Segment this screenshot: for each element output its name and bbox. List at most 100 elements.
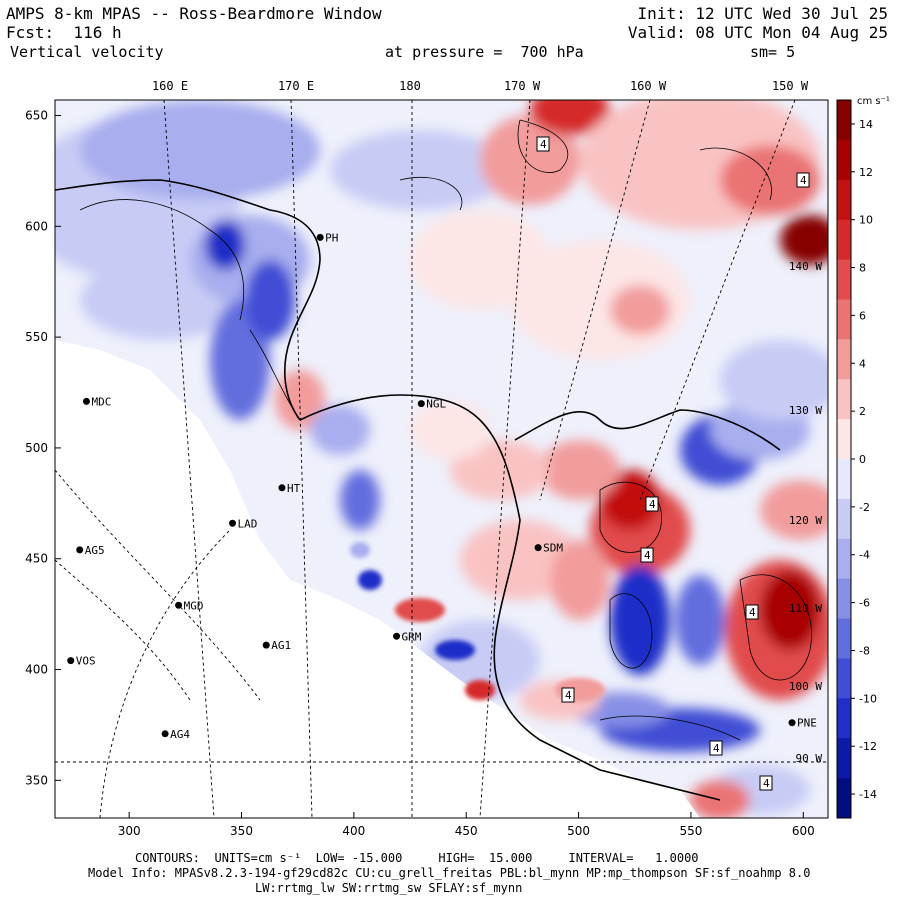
right-lon-label: 130 W [789,404,822,417]
forecast-hour: Fcst: 116 h [6,23,122,42]
colorbar-segment [837,618,851,659]
svg-text:4: 4 [649,498,656,511]
y-tick-label: 400 [25,663,48,677]
x-tick-label: 600 [792,824,815,838]
colorbar-segment [837,698,851,739]
colorbar-segment [837,419,851,460]
lon-label: 160 E [152,79,188,93]
colorbar-segment [837,778,851,819]
x-tick-label: 400 [342,824,365,838]
colorbar-tick-label: -6 [859,597,870,610]
colorbar-tick-label: -12 [859,740,877,753]
y-tick-label: 650 [25,109,48,123]
colorbar-segment [837,498,851,540]
lon-label: 170 E [278,79,314,93]
svg-text:4: 4 [749,606,756,619]
station-dot-ht [278,484,286,492]
no-data-region [55,340,700,818]
model-info-line2: LW:rrtmg_lw SW:rrtmg_sw SFLAY:sf_mynn [255,881,523,895]
vertical-velocity-map: 4 4 4 4 4 4 4 4 MDC NGL AG5 LAD SDM MGD AG1 GRM… [25,79,890,838]
station-dot-ngl [417,400,425,408]
lon-label: 160 W [630,79,667,93]
y-tick-label: 600 [25,219,48,233]
svg-text:4: 4 [713,742,720,755]
lon-label: 170 W [504,79,541,93]
colorbar-segment [837,259,851,300]
colorbar: 14 12 10 8 6 4 2 0 -2 -4 -6 -8 -10 -12 -14 cm s⁻¹ [836,96,890,819]
model-info: Model Info: MPASv8.2.3-194-gf29cd82c CU:… [88,866,811,880]
svg-text:4: 4 [565,689,572,702]
colorbar-segment [837,738,851,779]
graticule [55,100,828,818]
colorbar-segment [837,578,851,620]
station-dot-pne [788,719,796,727]
colorbar-segment [837,379,851,420]
station-markers: MDC NGL AG5 LAD SDM MGD AG1 GRM VOS AG4 PNE HT PH [67,231,817,741]
field-name: Vertical velocity [10,43,164,61]
svg-text:4: 4 [800,174,807,187]
contour-value-labels: 4 4 4 4 4 4 4 4 [536,136,810,791]
x-tick-label: 300 [118,824,141,838]
right-lon-label: 140 W [789,260,822,273]
init-time: Init: 12 UTC Wed 30 Jul 25 [637,4,888,23]
colorbar-tick-label: 12 [859,166,873,179]
colorbar-tick-label: 6 [859,309,866,322]
right-lon-label: 100 W [789,680,822,693]
colorbar-tick-label: -8 [859,644,870,657]
map-field: 4 4 4 4 4 4 4 4 MDC NGL AG5 LAD SDM MGD AG1 GRM… [55,100,828,818]
station-label-ag1: AG1 [271,639,291,652]
colorbar-tick-label: 10 [859,214,873,227]
colorbar-tick-label: -2 [859,501,870,514]
x-tick-label: 550 [679,824,702,838]
station-dot-ag4 [161,730,169,738]
colorbar-tick-label: 4 [859,357,866,370]
station-label-vos: VOS [76,655,96,668]
colorbar-units-label: cm s⁻¹ [857,96,890,107]
station-dot-lad [229,519,237,527]
station-dot-mgd [175,601,183,609]
station-dot-ag5 [76,546,84,554]
colorbar-tick-label: 2 [859,405,866,418]
x-tick-label: 450 [455,824,478,838]
coastline [55,179,781,801]
colorbar-tick-label: -10 [859,692,877,705]
station-label-lad: LAD [238,517,258,530]
station-dot-mdc [82,397,90,405]
station-dot-ph [316,233,324,241]
station-label-sdm: SDM [543,542,563,555]
smoothing-label: sm= 5 [750,43,796,61]
station-label-ph: PH [325,231,338,244]
colorbar-tick-label: 0 [859,453,866,466]
y-tick-label: 450 [25,552,48,566]
axes: 300 350 400 450 500 550 600 350 400 450 500 550 600 6… [25,79,822,838]
svg-text:4: 4 [763,777,770,790]
svg-text:4: 4 [540,138,547,151]
colorbar-segment [837,538,851,580]
valid-time: Valid: 08 UTC Mon 04 Aug 25 [627,23,888,42]
field-blobs [55,100,828,818]
colorbar-segment [837,339,851,380]
colorbar-segment [837,179,851,221]
station-label-ag5: AG5 [85,544,105,557]
colorbar-segment [837,100,851,141]
colorbar-segment [837,459,851,500]
contours-info: CONTOURS: UNITS=cm s⁻¹ LOW= -15.000 HIGH… [135,851,699,865]
right-lon-label: 90 W [796,752,823,765]
pressure-level: at pressure = 700 hPa [385,43,584,61]
station-dot-sdm [534,544,542,552]
model-title: AMPS 8-km MPAS -- Ross-Beardmore Window [6,4,382,23]
right-lon-label: 120 W [789,514,822,527]
station-label-ngl: NGL [426,398,446,411]
y-tick-label: 350 [25,773,48,787]
station-dot-vos [67,657,75,665]
lon-label: 180 [399,79,421,93]
station-label-mdc: MDC [91,395,111,408]
station-label-ht: HT [287,482,301,495]
station-label-pne: PNE [797,717,817,730]
station-label-grm: GRM [402,630,422,643]
right-lon-label: 110 W [789,602,822,615]
y-tick-label: 500 [25,441,48,455]
x-tick-label: 500 [567,824,590,838]
colorbar-tick-label: 8 [859,262,866,275]
colorbar-segment [837,139,851,181]
